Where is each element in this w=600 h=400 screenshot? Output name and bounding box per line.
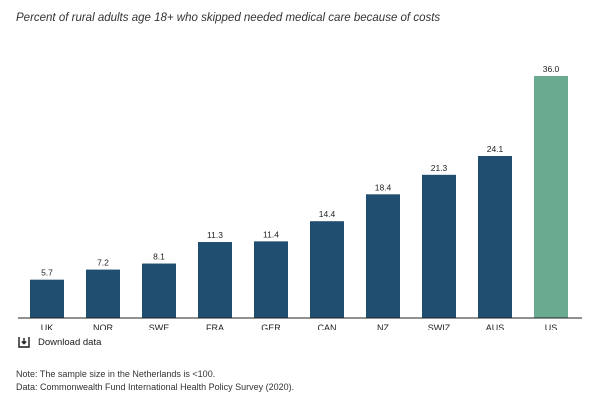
x-tick-label-nz: NZ [377, 323, 389, 330]
data-source: Data: Commonwealth Fund International He… [16, 381, 295, 392]
x-tick-label-uk: UK [41, 323, 54, 330]
x-tick-label-swiz: SWIZ [428, 323, 451, 330]
download-label: Download data [38, 336, 102, 348]
x-tick-label-can: CAN [317, 323, 336, 330]
download-data-link[interactable]: Download data [18, 336, 101, 348]
bar-swiz [422, 174, 456, 318]
chart-subtitle: Percent of rural adults age 18+ who skip… [16, 12, 441, 24]
bar-chart: 5.7 UK 7.2 NOR 8.1 SWE 11.3 FRA 11.4 GER 14.4 CAN 18… [18, 64, 582, 330]
value-label-nor: 7.2 [97, 258, 109, 268]
bar-uk [30, 279, 64, 318]
download-icon [18, 337, 30, 348]
x-tick-label-nor: NOR [93, 323, 114, 330]
x-tick-label-aus: AUS [486, 323, 505, 330]
x-tick-label-us: US [545, 323, 558, 330]
x-tick-label-ger: GER [261, 323, 281, 330]
value-label-ger: 11.4 [263, 229, 279, 239]
x-tick-label-fra: FRA [206, 323, 224, 330]
bar-us [534, 76, 568, 318]
bar-aus [478, 155, 512, 318]
value-label-can: 14.4 [319, 209, 336, 219]
value-label-swiz: 21.3 [431, 163, 448, 173]
bar-nz [366, 194, 400, 318]
value-label-swe: 8.1 [153, 252, 165, 262]
bar-can [310, 221, 344, 318]
value-label-uk: 5.7 [41, 268, 53, 278]
bar-swe [142, 263, 176, 318]
value-label-us: 36.0 [543, 64, 560, 74]
x-tick-label-swe: SWE [149, 323, 170, 330]
bar-fra [198, 242, 232, 318]
value-label-fra: 11.3 [207, 230, 223, 240]
notes-block: Note: The sample size in the Netherlands… [16, 368, 294, 393]
bar-ger [254, 241, 288, 318]
bar-nor [86, 269, 120, 318]
bars-group: 5.7 UK 7.2 NOR 8.1 SWE 11.3 FRA 11.4 GER 14.4 CAN 18… [30, 64, 568, 330]
value-label-nz: 18.4 [375, 182, 392, 192]
note-sample-size: Note: The sample size in the Netherlands… [16, 369, 216, 379]
value-label-aus: 24.1 [487, 144, 504, 154]
